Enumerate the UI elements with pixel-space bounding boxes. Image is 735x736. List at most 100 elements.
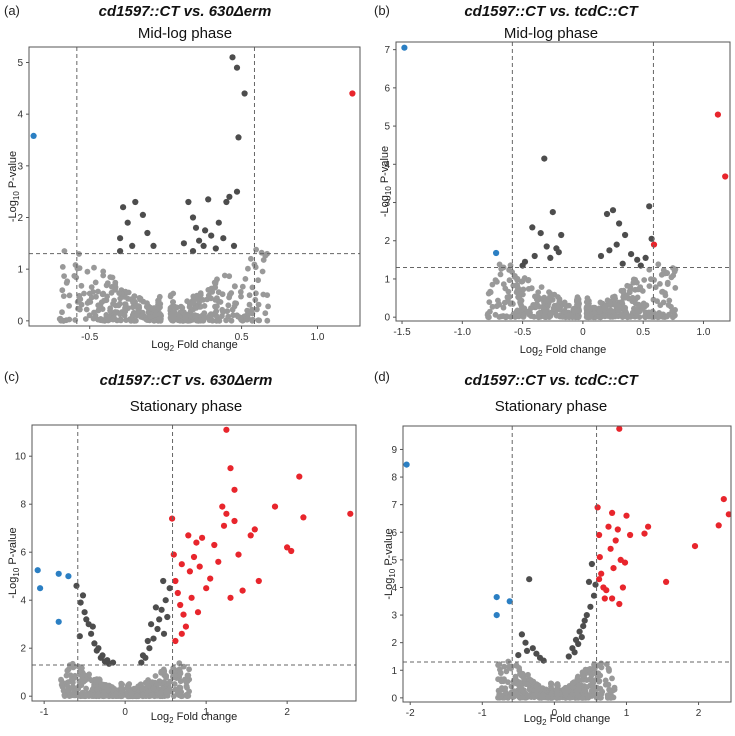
point-nonsignificant [497, 271, 504, 278]
point-significant-small-change [215, 219, 222, 226]
point-upregulated [239, 587, 246, 594]
point-nonsignificant [535, 303, 542, 310]
plot-title: cd1597::CT vs. 630Δerm [100, 372, 273, 389]
point-upregulated [616, 600, 623, 608]
point-nonsignificant [489, 281, 496, 288]
point-nonsignificant [519, 278, 526, 285]
point-nonsignificant [500, 281, 507, 288]
data-points [34, 426, 354, 700]
point-significant-small-change [241, 90, 248, 97]
point-upregulated [190, 553, 198, 561]
point-significant-small-change [95, 645, 102, 652]
y-tick-label: 6 [20, 548, 26, 559]
point-significant-small-change [220, 235, 227, 242]
point-nonsignificant [262, 252, 269, 259]
point-nonsignificant [87, 299, 94, 305]
point-nonsignificant [90, 315, 97, 322]
point-upregulated [188, 594, 195, 601]
plot-subtitle: Mid-log phase [504, 25, 598, 42]
point-upregulated [596, 554, 603, 561]
point-significant-small-change [541, 155, 548, 162]
data-points [403, 426, 731, 701]
point-nonsignificant [498, 313, 505, 320]
point-nonsignificant [83, 306, 90, 313]
point-significant-small-change [160, 630, 168, 637]
point-nonsignificant [486, 299, 493, 305]
point-significant-small-change [518, 631, 526, 638]
point-nonsignificant [228, 317, 235, 324]
point-nonsignificant [95, 288, 101, 295]
point-nonsignificant [622, 294, 628, 301]
point-nonsignificant [264, 317, 271, 324]
point-nonsignificant [176, 689, 183, 696]
point-nonsignificant [118, 680, 125, 687]
point-nonsignificant [193, 317, 200, 324]
point-upregulated [663, 578, 670, 586]
point-nonsignificant [664, 270, 670, 277]
point-nonsignificant [226, 273, 233, 280]
point-nonsignificant [513, 680, 519, 687]
point-nonsignificant [214, 303, 220, 310]
point-nonsignificant [555, 304, 562, 311]
point-upregulated [194, 609, 202, 616]
y-axis-label: -Log10 P-value [7, 527, 21, 598]
point-nonsignificant [522, 681, 529, 687]
point-nonsignificant [80, 671, 87, 678]
point-nonsignificant [65, 679, 72, 685]
point-nonsignificant [576, 308, 582, 314]
point-nonsignificant [598, 694, 604, 701]
point-nonsignificant [639, 304, 646, 311]
point-nonsignificant [654, 298, 660, 304]
point-significant-small-change [139, 211, 146, 218]
point-nonsignificant [606, 666, 612, 673]
point-nonsignificant [543, 297, 549, 304]
point-nonsignificant [255, 317, 262, 324]
point-upregulated [347, 510, 354, 517]
point-upregulated [231, 486, 238, 493]
point-nonsignificant [501, 299, 508, 306]
point-nonsignificant [634, 308, 641, 314]
point-nonsignificant [255, 301, 262, 308]
point-upregulated [720, 496, 727, 503]
point-nonsignificant [122, 301, 128, 307]
point-nonsignificant [140, 691, 147, 698]
point-nonsignificant [485, 290, 492, 297]
point-nonsignificant [521, 675, 527, 682]
point-significant-small-change [619, 260, 626, 267]
point-nonsignificant [102, 692, 109, 699]
point-nonsignificant [78, 301, 85, 308]
point-significant-small-change [634, 256, 641, 263]
point-nonsignificant [532, 293, 538, 300]
point-upregulated [612, 537, 619, 544]
point-nonsignificant [212, 280, 219, 287]
point-nonsignificant [160, 668, 167, 675]
y-tick-label: 9 [391, 445, 397, 456]
point-significant-small-change [89, 623, 96, 630]
point-nonsignificant [254, 306, 260, 313]
point-nonsignificant [134, 303, 141, 309]
point-nonsignificant [519, 694, 526, 701]
y-tick-label: 1 [384, 274, 390, 285]
point-nonsignificant [95, 316, 101, 323]
point-nonsignificant [540, 691, 546, 698]
point-nonsignificant [109, 274, 116, 281]
point-nonsignificant [201, 303, 208, 309]
point-nonsignificant [503, 689, 509, 696]
point-nonsignificant [576, 682, 583, 689]
point-nonsignificant [100, 268, 107, 275]
point-nonsignificant [167, 293, 174, 300]
point-nonsignificant [575, 301, 581, 308]
point-upregulated [193, 539, 200, 546]
point-upregulated [223, 426, 230, 433]
point-significant-small-change [616, 220, 623, 227]
point-nonsignificant [170, 665, 177, 671]
point-significant-small-change [88, 630, 95, 637]
point-nonsignificant [634, 294, 641, 301]
point-nonsignificant [184, 672, 191, 679]
point-significant-small-change [606, 247, 613, 254]
point-significant-small-change [150, 635, 157, 642]
point-nonsignificant [611, 684, 618, 691]
